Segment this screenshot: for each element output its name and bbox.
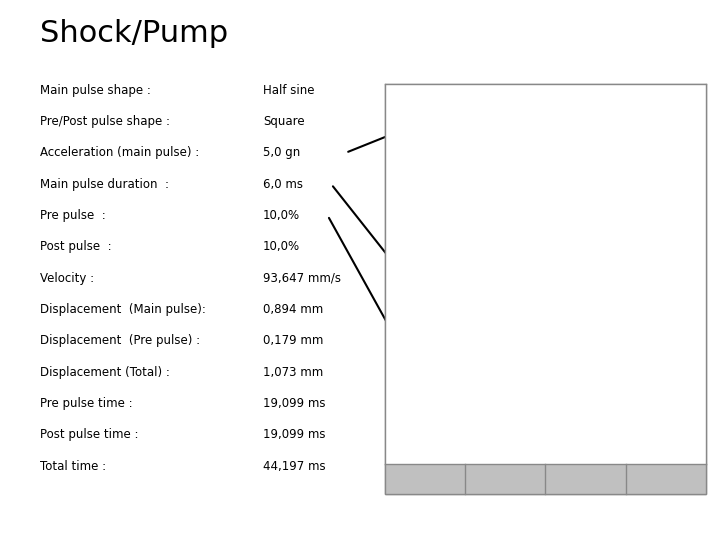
- Text: 0,179 mm: 0,179 mm: [263, 334, 323, 347]
- Text: Total time :: Total time :: [40, 460, 106, 472]
- Text: 1,0 ms/div: 1,0 ms/div: [558, 474, 613, 484]
- Text: 1,073 mm: 1,073 mm: [263, 366, 323, 379]
- Text: 10,0%: 10,0%: [263, 240, 300, 253]
- Text: Pre pulse time :: Pre pulse time :: [40, 397, 132, 410]
- Text: 2,35 gn: 2,35 gn: [485, 474, 525, 484]
- Text: Displacement  (Pre pulse) :: Displacement (Pre pulse) :: [40, 334, 199, 347]
- Text: 0,5 gn/div: 0,5 gn/div: [639, 474, 692, 484]
- Text: 19,099 ms: 19,099 ms: [263, 428, 325, 441]
- Text: Displacement (Total) :: Displacement (Total) :: [40, 366, 169, 379]
- Text: 10,0%: 10,0%: [263, 209, 300, 222]
- Text: 0,894 mm: 0,894 mm: [263, 303, 323, 316]
- Text: 44,197 ms: 44,197 ms: [263, 460, 325, 472]
- Text: Displacement  (Main pulse):: Displacement (Main pulse):: [40, 303, 205, 316]
- Text: Main pulse shape :: Main pulse shape :: [40, 84, 150, 97]
- Text: 9,47 ms: 9,47 ms: [404, 474, 446, 484]
- Text: Post pulse time :: Post pulse time :: [40, 428, 138, 441]
- Text: Main pulse duration  :: Main pulse duration :: [40, 178, 168, 191]
- Text: Velocity :: Velocity :: [40, 272, 94, 285]
- Text: Pre/Post pulse shape :: Pre/Post pulse shape :: [40, 115, 170, 128]
- Text: Square: Square: [263, 115, 305, 128]
- Text: Pre pulse  :: Pre pulse :: [40, 209, 105, 222]
- Text: 19,099 ms: 19,099 ms: [263, 397, 325, 410]
- Text: Half sine: Half sine: [263, 84, 315, 97]
- Text: Shock/Pump: Shock/Pump: [40, 19, 228, 48]
- Text: 93,647 mm/s: 93,647 mm/s: [263, 272, 341, 285]
- Text: 6,0 ms: 6,0 ms: [263, 178, 303, 191]
- Text: Acceleration (main pulse) :: Acceleration (main pulse) :: [40, 146, 199, 159]
- Text: 5,0 gn: 5,0 gn: [263, 146, 300, 159]
- Text: Post pulse  :: Post pulse :: [40, 240, 111, 253]
